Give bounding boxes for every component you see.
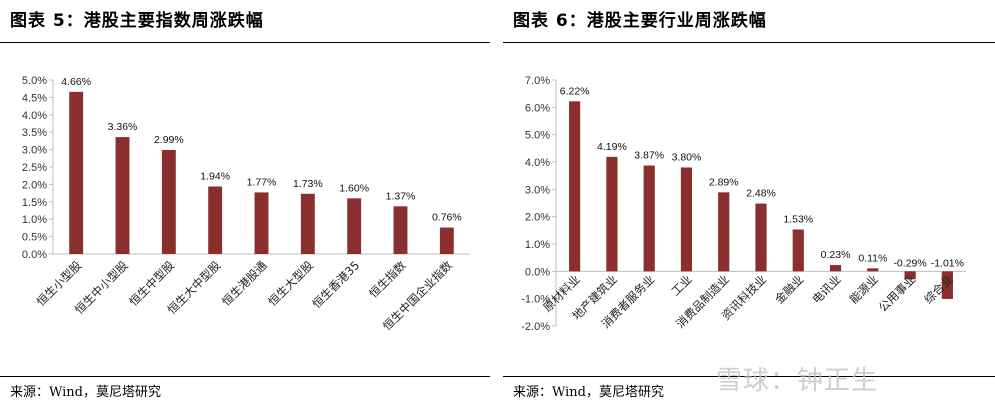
source-note-right: 来源：Wind，莫尼塔研究 [513, 385, 664, 400]
index-data-label: 4.66% [61, 76, 91, 88]
index-ytick-label: 2.0% [22, 179, 47, 191]
index-bar [439, 227, 454, 254]
index-data-label: 3.36% [108, 121, 138, 133]
sector-ytick-label: 2.0% [525, 212, 550, 224]
sector-ytick-label: 4.0% [525, 157, 550, 169]
sector-category-label: 公用事业 [876, 272, 918, 314]
chart-title-right: 图表 6：港股主要行业周涨跌幅 [513, 11, 767, 31]
sector-bar [680, 167, 693, 272]
index-data-label: 0.76% [432, 212, 462, 224]
index-category-label: 恒生指数 [366, 258, 409, 301]
index-ytick-label: 1.0% [22, 214, 47, 226]
sector-data-label: 6.22% [560, 85, 590, 97]
sector-ytick-label: 1.0% [525, 239, 550, 251]
sector-data-label: 0.11% [858, 252, 887, 264]
index-data-label: 1.60% [339, 182, 369, 194]
index-ytick-label: 1.5% [22, 197, 47, 209]
index-ytick-label: 2.5% [22, 162, 47, 174]
index-bar [208, 186, 223, 254]
sector-bar [643, 165, 655, 272]
sector-bar [792, 229, 804, 272]
sector-return-chart: -2.0% -1.0% 0.0% 1.0% 2.0% 3.0% 4.0% 5.0% 6.0% 7.… [521, 75, 966, 333]
index-ytick-label: 5.0% [22, 75, 47, 87]
index-data-label: 1.73% [293, 178, 323, 190]
sector-ytick-label: 0.0% [525, 266, 550, 278]
index-data-label: 1.37% [386, 190, 416, 202]
sector-ytick-label: 3.0% [525, 184, 550, 196]
index-bar [393, 206, 408, 254]
index-bar [115, 137, 130, 254]
source-rule-right [503, 376, 995, 377]
sector-bar [904, 271, 916, 280]
sector-bar [941, 271, 953, 299]
sector-data-label: 1.53% [783, 214, 813, 226]
sector-bar [755, 203, 767, 272]
index-data-label: 2.99% [154, 134, 184, 146]
index-data-label: 1.94% [200, 170, 230, 182]
sector-data-label: -1.01% [931, 257, 964, 269]
index-ytick-label: 3.0% [22, 145, 47, 157]
title-rule-right [503, 42, 995, 43]
sector-data-label: 4.19% [597, 141, 627, 153]
title-rule-left [0, 42, 490, 43]
chart-title-left: 图表 5：港股主要指数周涨跌幅 [10, 11, 264, 31]
index-category-label: 恒生港股通 [219, 258, 270, 309]
index-bar [161, 149, 176, 254]
index-bar [254, 192, 269, 254]
sector-ytick-label: 7.0% [525, 75, 550, 87]
index-ytick-label: 0.0% [22, 249, 47, 261]
sector-category-label: 金融业 [772, 272, 806, 306]
index-category-label: 恒生香港35 [310, 258, 363, 311]
index-bar [69, 91, 84, 254]
sector-data-label: 3.80% [672, 151, 702, 163]
index-data-label: 1.77% [247, 176, 277, 188]
index-ytick-label: 4.5% [22, 92, 47, 104]
watermark: 雪球：钟正生 [716, 366, 879, 396]
index-ytick-label: 4.0% [22, 110, 47, 122]
sector-data-label: 2.89% [709, 176, 739, 188]
source-note-left: 来源：Wind，莫尼塔研究 [10, 385, 161, 400]
sector-bar [718, 192, 730, 272]
sector-category-label: 工业 [668, 272, 694, 298]
sector-category-label: 能源业 [847, 272, 881, 306]
index-return-chart: 0.0% 0.5% 1.0% 1.5% 2.0% 2.5% 3.0% 3.5% 4.0% 4.5%… [22, 75, 470, 333]
index-bar [347, 198, 362, 254]
index-bar [300, 193, 315, 254]
sector-data-label: -0.29% [893, 257, 926, 269]
sector-ytick-label: -1.0% [521, 294, 550, 306]
sector-bar [867, 268, 879, 272]
sector-category-label: 电讯业 [809, 272, 843, 306]
sector-bar [829, 265, 842, 272]
sector-ytick-label: -2.0% [521, 321, 550, 333]
sector-data-label: 3.87% [634, 150, 664, 162]
source-rule-left [0, 376, 490, 377]
sector-ytick-label: 5.0% [525, 130, 550, 142]
sector-data-label: 2.48% [746, 188, 776, 200]
sector-bar [606, 156, 618, 272]
sector-bar [569, 101, 581, 272]
index-ytick-label: 0.5% [22, 232, 47, 244]
sector-data-label: 0.23% [821, 249, 851, 261]
index-ytick-label: 3.5% [22, 127, 47, 139]
sector-ytick-label: 6.0% [525, 102, 550, 114]
